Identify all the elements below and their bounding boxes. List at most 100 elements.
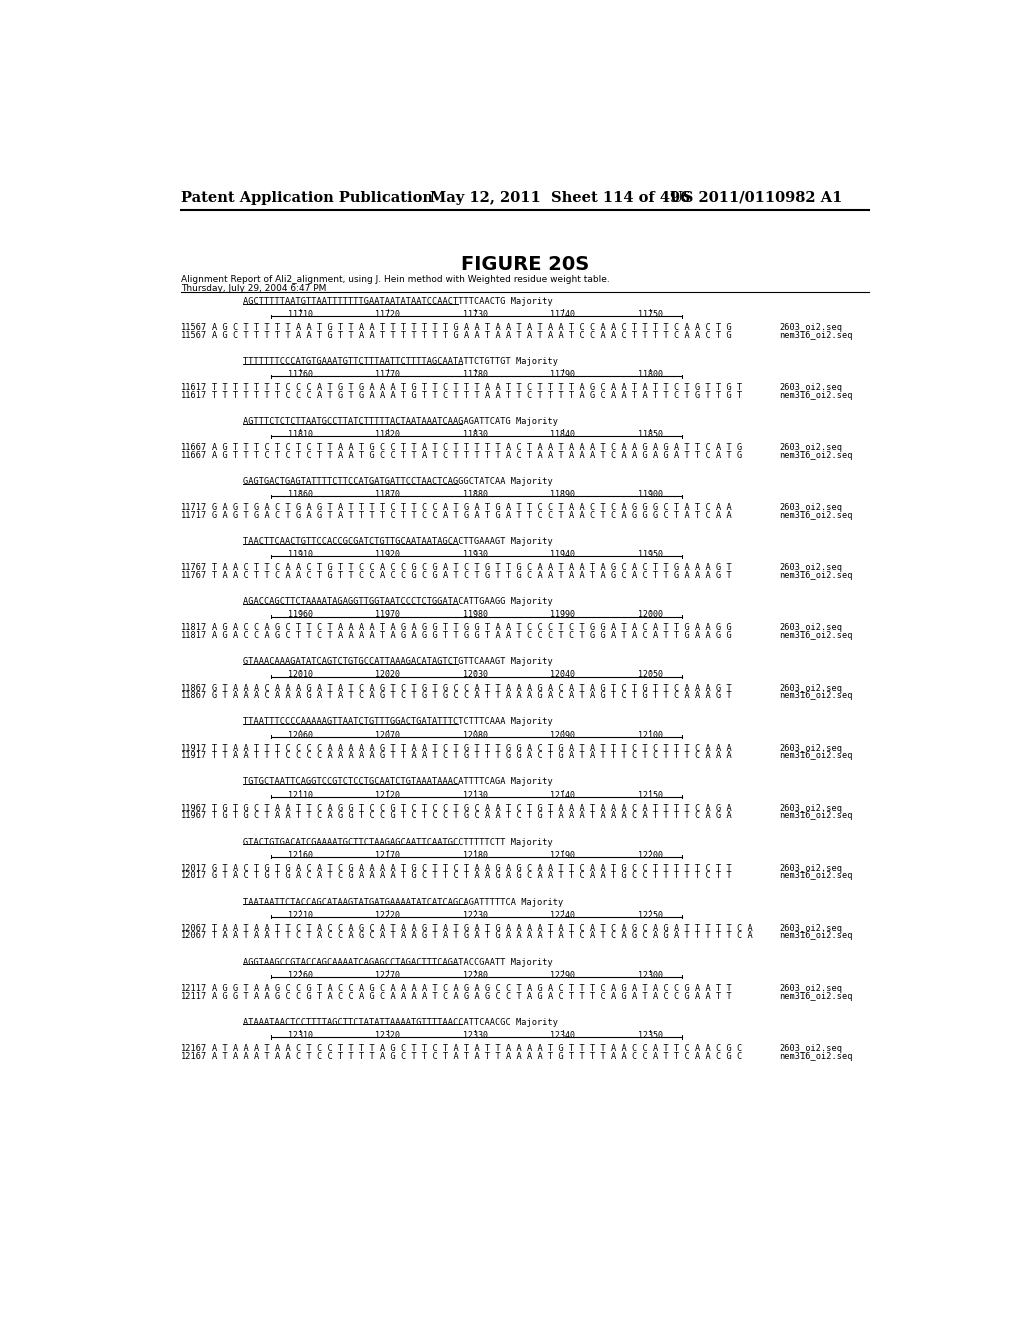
Text: 11880: 11880: [463, 490, 487, 499]
Text: 11820: 11820: [375, 430, 400, 440]
Text: 11867: 11867: [180, 684, 207, 693]
Text: 2603_oi2.seq: 2603_oi2.seq: [779, 564, 842, 573]
Text: nem316_oi2.seq: nem316_oi2.seq: [779, 1052, 853, 1060]
Text: 12350: 12350: [638, 1031, 663, 1040]
Text: 11717: 11717: [180, 503, 207, 512]
Text: 11817: 11817: [180, 631, 207, 640]
Text: A G T T T C T C T C T T A A T G C C T T A T C T T T T T A C T A A T A A A T C A : A G T T T C T C T C T T A A T G C C T T …: [212, 451, 742, 459]
Text: 2603_oi2.seq: 2603_oi2.seq: [779, 983, 842, 993]
Text: 12017: 12017: [180, 871, 207, 880]
Text: 12200: 12200: [638, 850, 663, 859]
Text: 11830: 11830: [463, 430, 487, 440]
Text: AGCTTTTTAATGTTAATTTTTTTGAATAATATAATCCAACTTTTCAACTG Majority: AGCTTTTTAATGTTAATTTTTTTGAATAATATAATCCAAC…: [243, 297, 553, 306]
Text: 11850: 11850: [638, 430, 663, 440]
Text: 2603_oi2.seq: 2603_oi2.seq: [779, 383, 842, 392]
Text: 12240: 12240: [550, 911, 575, 920]
Text: T G T G C T A A T T C A G G T C C G T C T C C T G C A A T C T G T A A A T A A A : T G T G C T A A T T C A G G T C C G T C …: [212, 804, 731, 813]
Text: 12117: 12117: [180, 983, 207, 993]
Text: G T A C T G T G A C A T C G A A A A T G C T T C T A A G A G C A A T T C A A T G : G T A C T G T G A C A T C G A A A A T G …: [212, 871, 731, 880]
Text: 11767: 11767: [180, 572, 207, 579]
Text: G A G T G A C T G A G T A T T T T C T T C C A T G A T G A T T C C T A A C T C A : G A G T G A C T G A G T A T T T T C T T …: [212, 503, 731, 512]
Text: 11980: 11980: [463, 610, 487, 619]
Text: T A A T A A T T C T A C C A G C A T A A G T A T G A T G A A A A T A T C A T C A : T A A T A A T T C T A C C A G C A T A A …: [212, 932, 753, 940]
Text: 11810: 11810: [288, 430, 312, 440]
Text: 12230: 12230: [463, 911, 487, 920]
Text: 11960: 11960: [288, 610, 312, 619]
Text: nem316_oi2.seq: nem316_oi2.seq: [779, 331, 853, 339]
Text: T G T G C T A A T T C A G G T C C G T C T C C T G C A A T C T G T A A A T A A A : T G T G C T A A T T C A G G T C C G T C …: [212, 812, 731, 820]
Text: 11567: 11567: [180, 323, 207, 333]
Text: 12130: 12130: [463, 791, 487, 800]
Text: T A A C T T C A A C T G T T C C A C C G C G A T C T G T T G C A A T A A T A G C : T A A C T T C A A C T G T T C C A C C G …: [212, 564, 731, 573]
Text: 11967: 11967: [180, 812, 207, 820]
Text: 12050: 12050: [638, 671, 663, 680]
Text: T A A C T T C A A C T G T T C C A C C G C G A T C T G T T G C A A T A A T A G C : T A A C T T C A A C T G T T C C A C C G …: [212, 572, 731, 579]
Text: 12100: 12100: [638, 730, 663, 739]
Text: A G G T A A G C C G T A C C A G C A A A A T C A G A G C C T A G A C T T T C A G : A G G T A A G C C G T A C C A G C A A A …: [212, 991, 731, 1001]
Text: 11617: 11617: [180, 383, 207, 392]
Text: A G A C C A G C T T C T A A A A T A G A G G T T G G T A A T C C C T C T G G A T : A G A C C A G C T T C T A A A A T A G A …: [212, 631, 731, 640]
Text: 12017: 12017: [180, 863, 207, 873]
Text: 11840: 11840: [550, 430, 575, 440]
Text: TAATAATTCTACCAGCATAAGTATGATGAAAATATCATCAGCAGATTTTTCA Majority: TAATAATTCTACCAGCATAAGTATGATGAAAATATCATCA…: [243, 898, 563, 907]
Text: nem316_oi2.seq: nem316_oi2.seq: [779, 451, 853, 459]
Text: 2603_oi2.seq: 2603_oi2.seq: [779, 323, 842, 333]
Text: 11910: 11910: [288, 550, 312, 560]
Text: 12340: 12340: [550, 1031, 575, 1040]
Text: 12290: 12290: [550, 970, 575, 979]
Text: 12000: 12000: [638, 610, 663, 619]
Text: 11930: 11930: [463, 550, 487, 560]
Text: 11967: 11967: [180, 804, 207, 813]
Text: 11790: 11790: [550, 370, 575, 379]
Text: nem316_oi2.seq: nem316_oi2.seq: [779, 932, 853, 940]
Text: 12070: 12070: [375, 730, 400, 739]
Text: 11710: 11710: [288, 310, 312, 319]
Text: 12117: 12117: [180, 991, 207, 1001]
Text: 12020: 12020: [375, 671, 400, 680]
Text: TTTTTTTCCCATGTGAAATGTTCTTTAATTCTTTTAGCAATATTCTGTTGT Majority: TTTTTTTCCCATGTGAAATGTTCTTTAATTCTTTTAGCAA…: [243, 358, 558, 366]
Text: TGTGCTAATTCAGGTCCGTCTCCTGCAATCTGTAAATAAACATTTTCAGA Majority: TGTGCTAATTCAGGTCCGTCTCCTGCAATCTGTAAATAAA…: [243, 777, 553, 787]
Text: AGGTAAGCCGTACCAGCAAAATCAGAGCCTAGACTTTCAGATACCGAATT Majority: AGGTAAGCCGTACCAGCAAAATCAGAGCCTAGACTTTCAG…: [243, 958, 553, 966]
Text: 11817: 11817: [180, 623, 207, 632]
Text: Thursday, July 29, 2004 6:47 PM: Thursday, July 29, 2004 6:47 PM: [180, 284, 326, 293]
Text: 11750: 11750: [638, 310, 663, 319]
Text: 11860: 11860: [288, 490, 312, 499]
Text: 12310: 12310: [288, 1031, 312, 1040]
Text: 11890: 11890: [550, 490, 575, 499]
Text: May 12, 2011  Sheet 114 of 496: May 12, 2011 Sheet 114 of 496: [430, 191, 690, 205]
Text: 11760: 11760: [288, 370, 312, 379]
Text: nem316_oi2.seq: nem316_oi2.seq: [779, 631, 853, 640]
Text: 2603_oi2.seq: 2603_oi2.seq: [779, 623, 842, 632]
Text: A G G T A A G C C G T A C C A G C A A A A T C A G A G C C T A G A C T T T C A G : A G G T A A G C C G T A C C A G C A A A …: [212, 983, 731, 993]
Text: Alignment Report of Ali2_alignment, using J. Hein method with Weighted residue w: Alignment Report of Ali2_alignment, usin…: [180, 276, 609, 284]
Text: nem316_oi2.seq: nem316_oi2.seq: [779, 751, 853, 760]
Text: 12010: 12010: [288, 671, 312, 680]
Text: 11917: 11917: [180, 751, 207, 760]
Text: 2603_oi2.seq: 2603_oi2.seq: [779, 444, 842, 453]
Text: AGTTTCTCTCTTAATGCCTTATCTTTTTACTAATAAATCAAGAGATTCATG Majority: AGTTTCTCTCTTAATGCCTTATCTTTTTACTAATAAATCA…: [243, 417, 558, 426]
Text: TAACTTCAACTGTTCCACCGCGATCTGTTGCAATAATAGCACTTGAAAGT Majority: TAACTTCAACTGTTCCACCGCGATCTGTTGCAATAATAGC…: [243, 537, 553, 546]
Text: 12160: 12160: [288, 850, 312, 859]
Text: G A G T G A C T G A G T A T T T T C T T C C A T G A T G A T T C C T A A C T C A : G A G T G A C T G A G T A T T T T C T T …: [212, 511, 731, 520]
Text: 11667: 11667: [180, 451, 207, 459]
Text: 2603_oi2.seq: 2603_oi2.seq: [779, 503, 842, 512]
Text: 12067: 12067: [180, 924, 207, 933]
Text: A T A A A T A A C T C C T T T T A G C T T C T A T A T T A A A A T G T T T T A A : A T A A A T A A C T C C T T T T A G C T …: [212, 1052, 742, 1060]
Text: AGACCAGCTTCTAAAATAGAGGTTGGTAATCCCTCTGGATACATTGAAGG Majority: AGACCAGCTTCTAAAATAGAGGTTGGTAATCCCTCTGGAT…: [243, 598, 553, 606]
Text: nem316_oi2.seq: nem316_oi2.seq: [779, 871, 853, 880]
Text: A G A C C A G C T T C T A A A A T A G A G G T T G G T A A T C C C T C T G G A T : A G A C C A G C T T C T A A A A T A G A …: [212, 623, 731, 632]
Text: 11800: 11800: [638, 370, 663, 379]
Text: 12170: 12170: [375, 850, 400, 859]
Text: T T A A T T T C C C C A A A A A G T T A A T C T G T T T G G A C T G A T A T T T : T T A A T T T C C C C A A A A A G T T A …: [212, 743, 731, 752]
Text: 12140: 12140: [550, 791, 575, 800]
Text: 12030: 12030: [463, 671, 487, 680]
Text: 11730: 11730: [463, 310, 487, 319]
Text: 12220: 12220: [375, 911, 400, 920]
Text: 2603_oi2.seq: 2603_oi2.seq: [779, 924, 842, 933]
Text: 12180: 12180: [463, 850, 487, 859]
Text: 2603_oi2.seq: 2603_oi2.seq: [779, 684, 842, 693]
Text: 11900: 11900: [638, 490, 663, 499]
Text: 12260: 12260: [288, 970, 312, 979]
Text: A G C T T T T T A A T G T T A A T T T T T T T G A A T A A T A T A A T C C A A C : A G C T T T T T A A T G T T A A T T T T …: [212, 323, 731, 333]
Text: T T T T T T T C C C A T G T G A A A T G T T C T T T A A T T C T T T T A G C A A : T T T T T T T C C C A T G T G A A A T G …: [212, 383, 742, 392]
